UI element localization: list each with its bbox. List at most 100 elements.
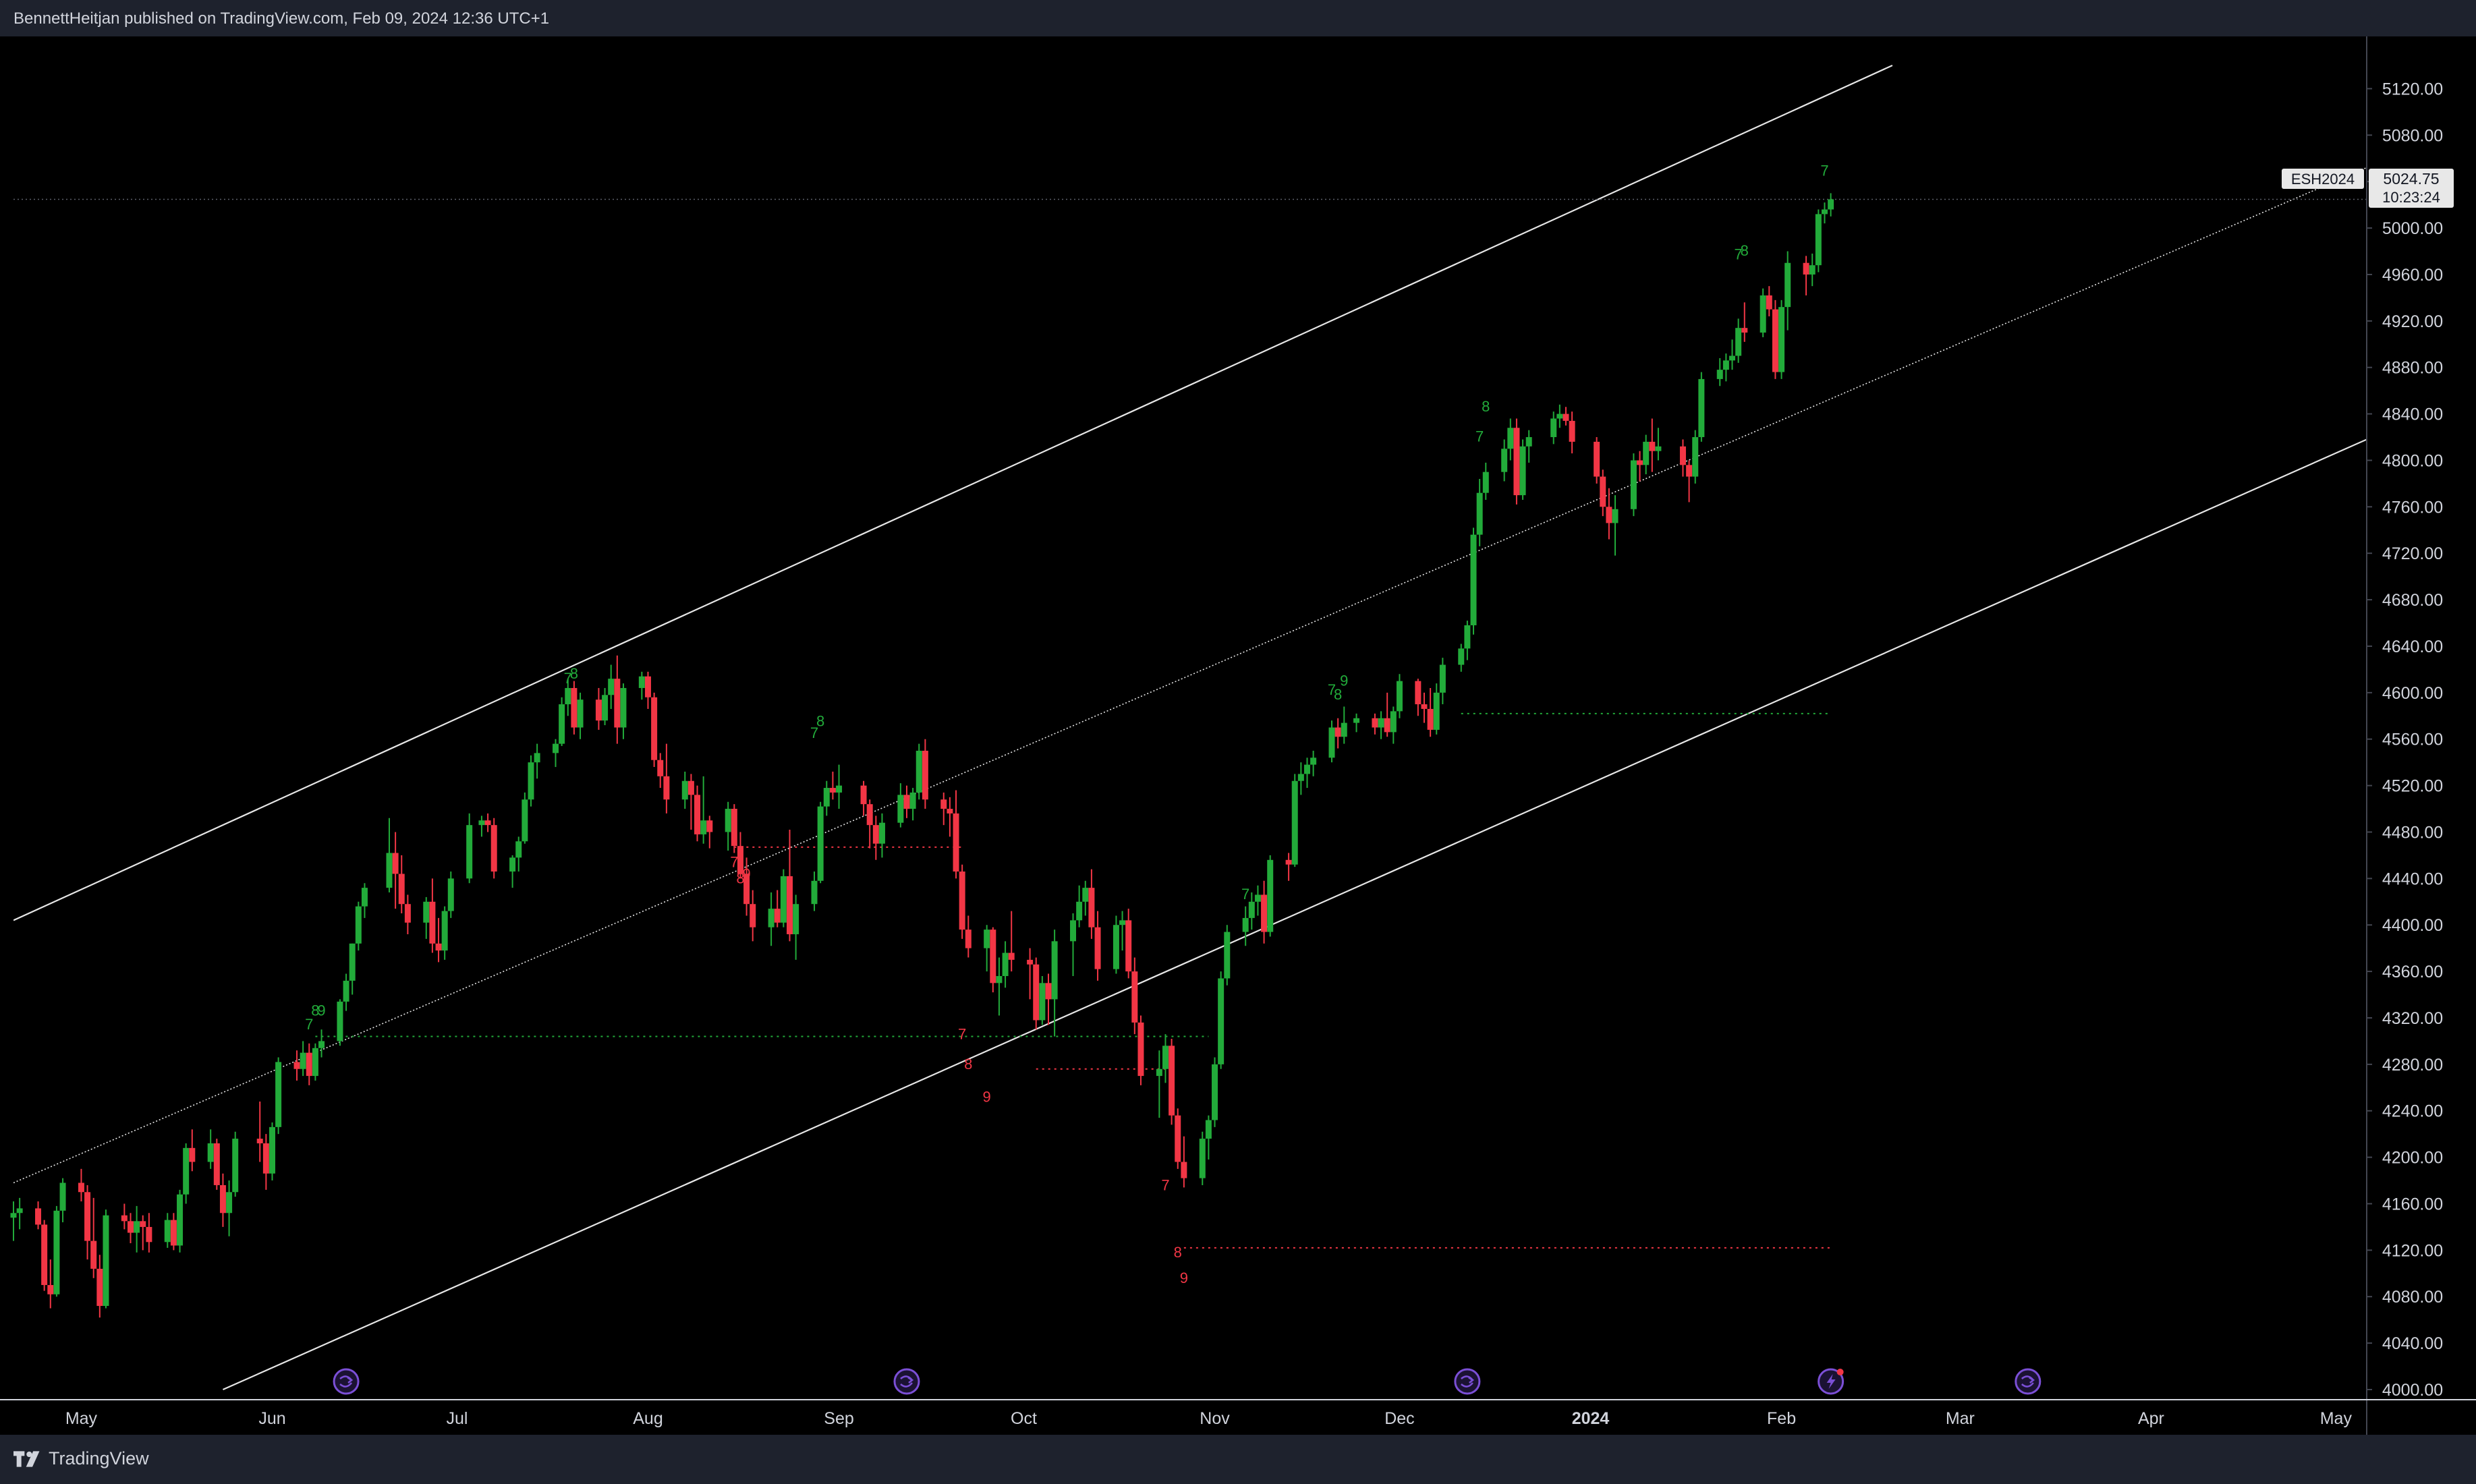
candle-body <box>559 704 565 744</box>
candle-body <box>59 1182 66 1211</box>
candle-body <box>565 687 571 705</box>
candle-body <box>1137 1022 1144 1077</box>
time-axis[interactable]: May Jun Jul Aug Sep Oct Nov Dec 2024 Feb Mar Apr May <box>0 1399 2476 1428</box>
candle-body <box>1686 465 1693 477</box>
candle-body <box>300 1052 306 1069</box>
candle-body <box>940 799 947 809</box>
candle-body <box>1643 441 1650 465</box>
candle-body <box>602 695 609 721</box>
candle-body <box>1094 927 1101 969</box>
candle-body <box>1815 214 1822 266</box>
candle-body <box>786 876 793 935</box>
candle-body <box>306 1052 312 1077</box>
price-tick-label: 4880.00 <box>2382 359 2443 378</box>
candle-body <box>737 846 743 874</box>
candle-body <box>10 1213 17 1218</box>
candle-body <box>90 1240 97 1269</box>
candle-body <box>1303 764 1310 774</box>
candle-body <box>1550 418 1557 438</box>
candle-body <box>1569 420 1575 442</box>
candle-body <box>343 980 349 1002</box>
candle-body <box>534 753 540 763</box>
candle-body <box>909 792 916 809</box>
time-tick-label: Aug <box>633 1409 663 1428</box>
candle-body <box>651 697 658 760</box>
candle-body <box>620 687 627 728</box>
candle-body <box>700 820 707 834</box>
candle-body <box>127 1221 134 1233</box>
candle-body <box>1310 758 1317 765</box>
time-tick-label: Jul <box>446 1409 468 1428</box>
event-markers[interactable] <box>333 1368 2042 1395</box>
count-label: 7 <box>810 724 818 741</box>
candle-body <box>984 930 990 948</box>
candle-body <box>1291 780 1298 865</box>
candle-body <box>509 857 516 872</box>
candle-body <box>1427 708 1434 730</box>
candle-body <box>355 906 362 944</box>
candle-body <box>1513 428 1520 496</box>
time-tick-label: May <box>2320 1409 2353 1428</box>
candle-body <box>41 1224 48 1286</box>
candle-body <box>1729 355 1736 361</box>
candle-body <box>1156 1068 1162 1077</box>
candle-body <box>213 1143 220 1185</box>
candle-body <box>84 1192 91 1241</box>
price-tick-label: 4760.00 <box>2382 498 2443 517</box>
candle-body <box>706 820 713 832</box>
candle-body <box>836 785 843 793</box>
candle-body <box>262 1143 269 1174</box>
split-arrow-icon <box>900 1375 914 1388</box>
candle-body <box>1218 978 1225 1064</box>
candle-body <box>1760 295 1766 333</box>
candle-body <box>1341 722 1347 737</box>
price-axis[interactable]: 5120.005080.005040.005000.004960.004920.… <box>2366 36 2476 1435</box>
candle-body <box>1285 859 1292 865</box>
candle-body <box>404 904 411 923</box>
time-tick-label: Nov <box>1200 1409 1230 1428</box>
candle-body <box>103 1215 109 1307</box>
candle-body <box>1353 718 1360 723</box>
candle-body <box>515 841 522 858</box>
dividend-icon <box>333 1368 360 1395</box>
candle-body <box>441 911 448 951</box>
candle-body <box>484 820 491 826</box>
time-tick-label: Dec <box>1384 1409 1414 1428</box>
candle-body <box>1470 534 1477 625</box>
count-label: 8 <box>311 1002 319 1019</box>
candle-body <box>959 872 965 930</box>
candle-body <box>1600 476 1606 507</box>
count-label: 8 <box>736 870 744 887</box>
candle-body <box>1482 472 1489 493</box>
candle-body <box>1396 681 1403 712</box>
candle-body <box>121 1215 128 1222</box>
symbol-label-bg <box>2282 169 2364 189</box>
price-tag: ESH2024 5024.75 10:23:24 <box>2282 169 2454 208</box>
candle-body <box>1612 509 1619 523</box>
candle-body <box>435 943 442 951</box>
bar-countdown: 10:23:24 <box>2382 189 2440 206</box>
split-arrow-icon <box>339 1375 354 1388</box>
candle-body <box>1384 718 1390 733</box>
header-bar: BennettHeitjan published on TradingView.… <box>0 0 2476 36</box>
candle-body <box>725 809 731 832</box>
candle-body <box>275 1062 282 1127</box>
count-label: 8 <box>964 1056 972 1073</box>
price-tick-label: 4960.00 <box>2382 266 2443 285</box>
candle-body <box>226 1192 233 1214</box>
price-tick-label: 4400.00 <box>2382 916 2443 935</box>
tradingview-logo[interactable]: TradingView <box>13 1448 149 1469</box>
candle-body <box>811 880 818 905</box>
count-label: 7 <box>958 1025 966 1042</box>
candle-body <box>96 1268 103 1307</box>
price-tick-label: 4080.00 <box>2382 1288 2443 1307</box>
candle-body <box>256 1139 263 1143</box>
price-tick-label: 4560.00 <box>2382 731 2443 749</box>
count-label: 8 <box>1174 1244 1182 1261</box>
candle-body <box>965 930 972 948</box>
price-tick-label: 4720.00 <box>2382 544 2443 563</box>
dividend-icon <box>1454 1368 1481 1395</box>
